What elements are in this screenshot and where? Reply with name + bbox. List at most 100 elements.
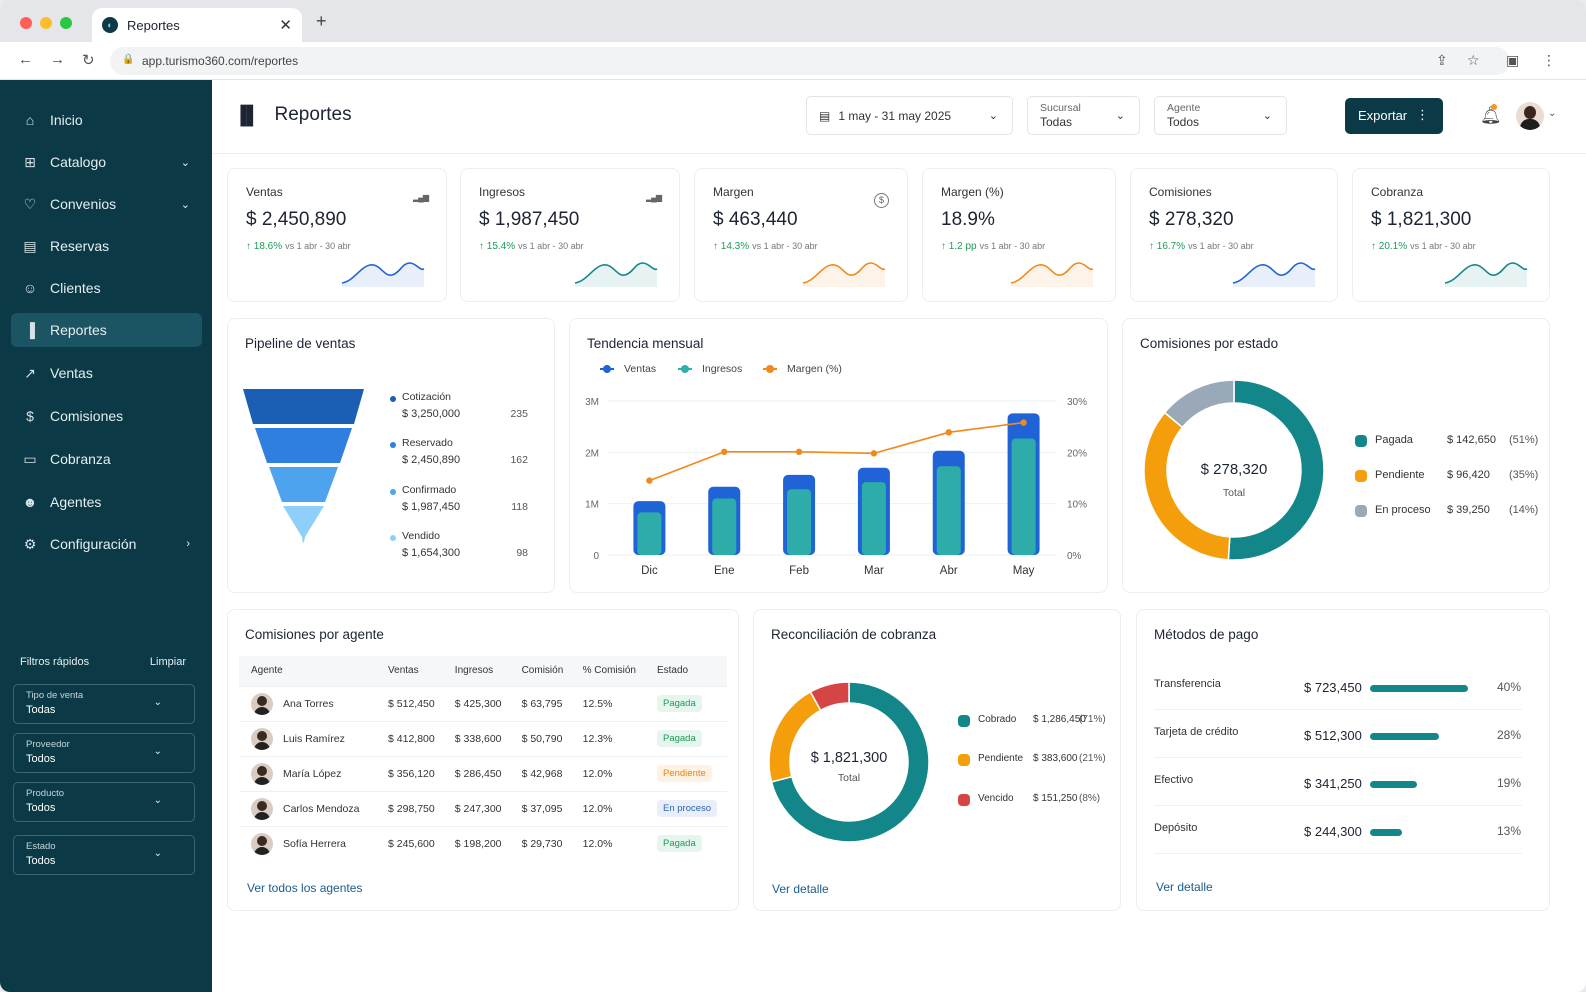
back-icon[interactable]: ← xyxy=(18,51,33,68)
funnel-stage-1[interactable] xyxy=(255,428,352,463)
table-row[interactable]: Sofía Herrera $ 245,600 $ 198,200 $ 29,730 1… xyxy=(239,825,727,861)
sparkline-line xyxy=(1444,262,1528,284)
donut-segment-en-proceso[interactable] xyxy=(1163,379,1235,429)
view-all-agents-link[interactable]: Ver todos los agentes xyxy=(247,881,363,895)
sidebar-item-agentes[interactable]: ☻ Agentes xyxy=(11,485,202,519)
export-button[interactable]: Exportar ⋮ xyxy=(1345,98,1443,134)
menu-icon[interactable]: ⋮ xyxy=(1542,52,1556,68)
sidebar-item-reportes[interactable]: ▐ Reportes xyxy=(11,313,202,347)
kpi-compare: vs 1 abr - 30 abr xyxy=(1188,241,1254,251)
recon-detail-link[interactable]: Ver detalle xyxy=(772,882,829,896)
sidebar-item-reservas[interactable]: ▤ Reservas xyxy=(11,229,202,263)
sidebar-item-ventas[interactable]: ↗ Ventas xyxy=(11,356,202,390)
margin-point[interactable] xyxy=(1020,419,1027,426)
margin-point[interactable] xyxy=(646,477,653,484)
quick-filter-select[interactable]: Estado Todos ⌄ xyxy=(13,835,195,875)
quick-filter-select[interactable]: Producto Todos ⌄ xyxy=(13,782,195,822)
donut-total-label: Total xyxy=(1222,487,1246,499)
status-cell: Pagada xyxy=(644,720,727,756)
sidebar-item-label: Convenios xyxy=(50,196,117,212)
kpi-value: $ 278,320 xyxy=(1149,209,1234,230)
table-row[interactable]: Ana Torres $ 512,450 $ 425,300 $ 63,795 12.5… xyxy=(239,685,727,721)
kpi-sparkline xyxy=(341,262,425,287)
maximize-window-icon[interactable] xyxy=(60,17,72,29)
donut-segment-cobrado[interactable] xyxy=(770,681,930,843)
pipeline-funnel xyxy=(243,389,364,543)
table-row[interactable]: María López $ 356,120 $ 286,450 $ 42,968 12.… xyxy=(239,755,727,791)
reload-icon[interactable]: ↻ xyxy=(82,52,95,69)
payment-name: Tarjeta de crédito xyxy=(1154,726,1239,738)
sidepanel-icon[interactable]: ▣ xyxy=(1506,52,1520,68)
quick-filter-select[interactable]: Proveedor Todos ⌄ xyxy=(13,733,195,773)
kpi-value: $ 1,987,450 xyxy=(479,209,580,230)
sidebar-item-label: Catalogo xyxy=(50,154,107,170)
clear-filters-link[interactable]: Limpiar xyxy=(149,656,186,668)
user-avatar[interactable] xyxy=(1516,102,1544,130)
date-range-select[interactable]: ▤ 1 may - 31 may 2025 ⌄ xyxy=(806,96,1013,135)
agents-title: Comisiones por agente xyxy=(245,627,384,642)
quick-filter-select[interactable]: Tipo de venta Todas ⌄ xyxy=(13,684,195,724)
new-tab-icon[interactable]: + xyxy=(316,11,327,31)
table-cell-pct: 12.0% xyxy=(570,825,645,861)
donut-segment-pendiente[interactable] xyxy=(768,690,822,783)
favicon-icon: ◐ xyxy=(102,17,118,33)
sidebar-item-clientes[interactable]: ☺ Clientes xyxy=(11,271,202,305)
bar-ingresos[interactable] xyxy=(1011,438,1036,555)
bar-ingresos[interactable] xyxy=(787,489,812,555)
browser-tab[interactable]: ◐ Reportes ✕ xyxy=(92,8,302,42)
page-title-text: Reportes xyxy=(274,104,352,125)
chevron-down-icon: ⌄ xyxy=(153,848,162,859)
forward-icon[interactable]: → xyxy=(50,51,65,68)
share-icon[interactable]: ⇪ xyxy=(1436,52,1448,68)
kpi-title: Ingresos xyxy=(479,185,526,199)
sidebar-item-configuración[interactable]: ⚙ Configuración › xyxy=(11,527,202,561)
agent-avatar xyxy=(251,832,273,855)
star-icon[interactable]: ☆ xyxy=(1467,52,1480,68)
legend-name: Pagada xyxy=(1375,434,1413,446)
payment-pct: 13% xyxy=(1496,824,1521,838)
margin-point[interactable] xyxy=(945,429,952,436)
sidebar-item-cobranza[interactable]: ▭ Cobranza xyxy=(11,442,202,476)
agent-cell: Carlos Mendoza xyxy=(239,790,377,826)
notification-bell-icon[interactable]: 🔔︎ xyxy=(1480,104,1502,125)
bar-ingresos[interactable] xyxy=(861,482,886,555)
sidebar-item-label: Comisiones xyxy=(50,408,124,424)
table-row[interactable]: Luis Ramírez $ 412,800 $ 338,600 $ 50,790 12… xyxy=(239,720,727,756)
sidebar-item-catalogo[interactable]: ⊞ Catalogo ⌄ xyxy=(11,145,202,179)
dollar-circle-icon: $ xyxy=(874,193,889,208)
bar-ingresos[interactable] xyxy=(712,498,737,555)
sidebar-item-convenios[interactable]: ♡ Convenios ⌄ xyxy=(11,187,202,221)
agent-name: Carlos Mendoza xyxy=(283,802,360,815)
margin-point[interactable] xyxy=(721,448,728,456)
y-tick-label: 3M xyxy=(585,397,599,408)
agent-select[interactable]: Agente Todos ⌄ xyxy=(1154,96,1287,135)
more-vertical-icon[interactable]: ⋮ xyxy=(1416,107,1429,122)
payment-method-row: Depósito $ 244,300 13% xyxy=(1154,806,1522,854)
donut-segment-pagada[interactable] xyxy=(1227,379,1325,561)
table-row[interactable]: Carlos Mendoza $ 298,750 $ 247,300 $ 37,095… xyxy=(239,790,727,826)
sidebar-item-label: Ventas xyxy=(50,365,93,381)
payments-detail-link[interactable]: Ver detalle xyxy=(1156,880,1213,894)
funnel-stage-2[interactable] xyxy=(269,467,338,502)
close-tab-icon[interactable]: ✕ xyxy=(279,17,292,34)
funnel-stage-3[interactable] xyxy=(283,506,324,543)
minimize-window-icon[interactable] xyxy=(40,17,52,29)
close-window-icon[interactable] xyxy=(20,17,32,29)
sparkline-line xyxy=(1010,262,1094,284)
donut-segment-vencido[interactable] xyxy=(809,681,850,712)
legend-amount: $ 96,420 xyxy=(1447,469,1490,481)
url-field[interactable]: 🔒 app.turismo360.com/reportes xyxy=(110,47,1510,75)
funnel-stage-0[interactable] xyxy=(243,389,364,424)
sidebar-item-inicio[interactable]: ⌂ Inicio xyxy=(11,103,202,137)
kpi-delta-value: 14.3% xyxy=(720,241,750,252)
bar-ingresos[interactable] xyxy=(936,466,961,555)
margin-point[interactable] xyxy=(870,450,878,457)
chevron-down-icon[interactable]: ⌄ xyxy=(1548,108,1557,119)
bar-ingresos[interactable] xyxy=(637,512,662,555)
branch-select[interactable]: Sucursal Todas ⌄ xyxy=(1027,96,1140,135)
sidebar-item-comisiones[interactable]: $ Comisiones xyxy=(11,399,202,433)
margin-point[interactable] xyxy=(795,448,803,456)
commission-status-title: Comisiones por estado xyxy=(1140,336,1279,351)
chevron-down-icon: ⌄ xyxy=(153,746,162,757)
payment-pct: 19% xyxy=(1496,776,1521,790)
